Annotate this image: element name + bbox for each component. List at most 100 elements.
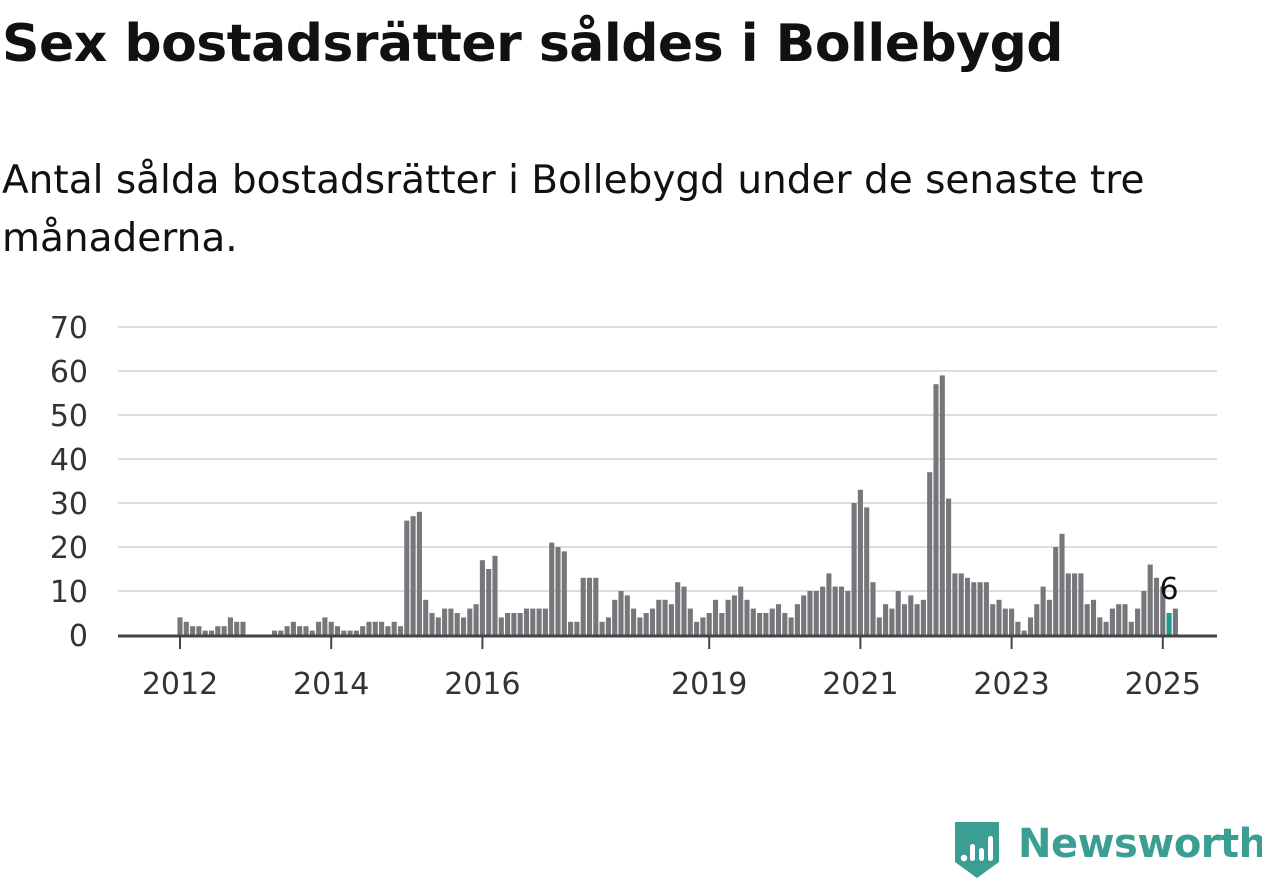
bar [297,626,303,635]
highlight-bar [1166,613,1172,635]
bar [656,599,662,635]
bar [404,520,410,635]
bar [511,613,517,635]
bar [1046,599,1052,635]
bar [460,617,467,635]
bar [328,621,334,635]
bar [782,613,788,635]
bar [744,599,750,635]
bar [939,375,945,635]
bar [1128,621,1134,635]
bar [750,608,756,635]
bar [971,582,977,635]
bar [309,630,315,635]
bar [523,608,530,635]
bar [372,621,378,635]
bar [360,626,366,635]
bar [391,621,397,635]
bar [631,608,637,635]
bar [1160,586,1166,635]
bar [1015,621,1021,635]
bar [794,604,800,635]
bar [334,626,341,635]
bar [599,621,605,635]
bar [284,626,290,635]
bar [290,621,296,635]
bar-chart: 0 10 20 30 40 50 60 70 2012 2014 2016 2019 2021 2023 2… [50,311,1217,702]
data-label: 6 [1160,572,1179,607]
y-tick-label: 20 [50,531,88,566]
x-tick-label: 2016 [444,667,520,702]
y-tick-label: 30 [50,487,88,522]
bar [183,621,189,635]
bar [826,573,832,635]
bar [864,507,870,635]
chart-subtitle: Antal sålda bostadsrätter i Bollebygd un… [2,158,1145,261]
bar [442,608,448,635]
bar [1059,533,1065,635]
bar [637,617,643,635]
chart-title: Sex bostadsrätter såldes i Bollebygd [2,14,1064,74]
bar [536,608,542,635]
bar [542,608,548,635]
bar [467,608,473,635]
bar [271,630,278,635]
bar [649,608,656,635]
bar [1040,586,1046,635]
bar [208,630,215,635]
bar [801,595,807,635]
y-tick-label: 50 [50,399,88,434]
bar [479,560,485,635]
bar [423,599,429,635]
bar [1153,577,1160,635]
bar [914,604,920,635]
bar [807,591,813,635]
bar [1078,573,1084,635]
x-tick-label: 2014 [293,667,369,702]
bar [448,608,454,635]
bar [498,617,504,635]
bar [586,577,593,635]
bar [227,617,233,635]
bar [1002,608,1008,635]
bar [788,617,794,635]
bar [561,551,567,635]
x-tick-label: 2019 [671,667,747,702]
y-tick-label: 40 [50,443,88,478]
bar [1103,621,1109,635]
bar [347,630,353,635]
bar [643,613,649,635]
bar [668,604,674,635]
bar [738,586,744,635]
bar [486,569,492,635]
bar [1122,604,1128,635]
bar [1109,608,1115,635]
gridlines [118,326,1217,592]
bar [240,621,246,635]
x-tick-label: 2012 [142,667,218,702]
bar [397,626,404,635]
bar [505,613,511,635]
bar [568,621,574,635]
bar [177,617,183,635]
bar [687,608,693,635]
bar [492,555,498,635]
x-tick-label: 2023 [973,667,1049,702]
bars [177,375,1178,635]
bar [316,621,322,635]
bar [1053,547,1059,635]
bar [303,626,309,635]
bar [1034,604,1040,635]
bar [996,599,1002,635]
bar [712,599,719,635]
bar [681,586,687,635]
newsworthy-brand[interactable]: Newsworthy [952,820,1262,880]
bar [662,599,668,635]
bar [1065,573,1071,635]
bar [593,577,599,635]
bar [435,617,441,635]
bar [838,586,845,635]
bar [1116,604,1122,635]
bar [889,608,895,635]
newsworthy-logo-icon [955,822,999,878]
